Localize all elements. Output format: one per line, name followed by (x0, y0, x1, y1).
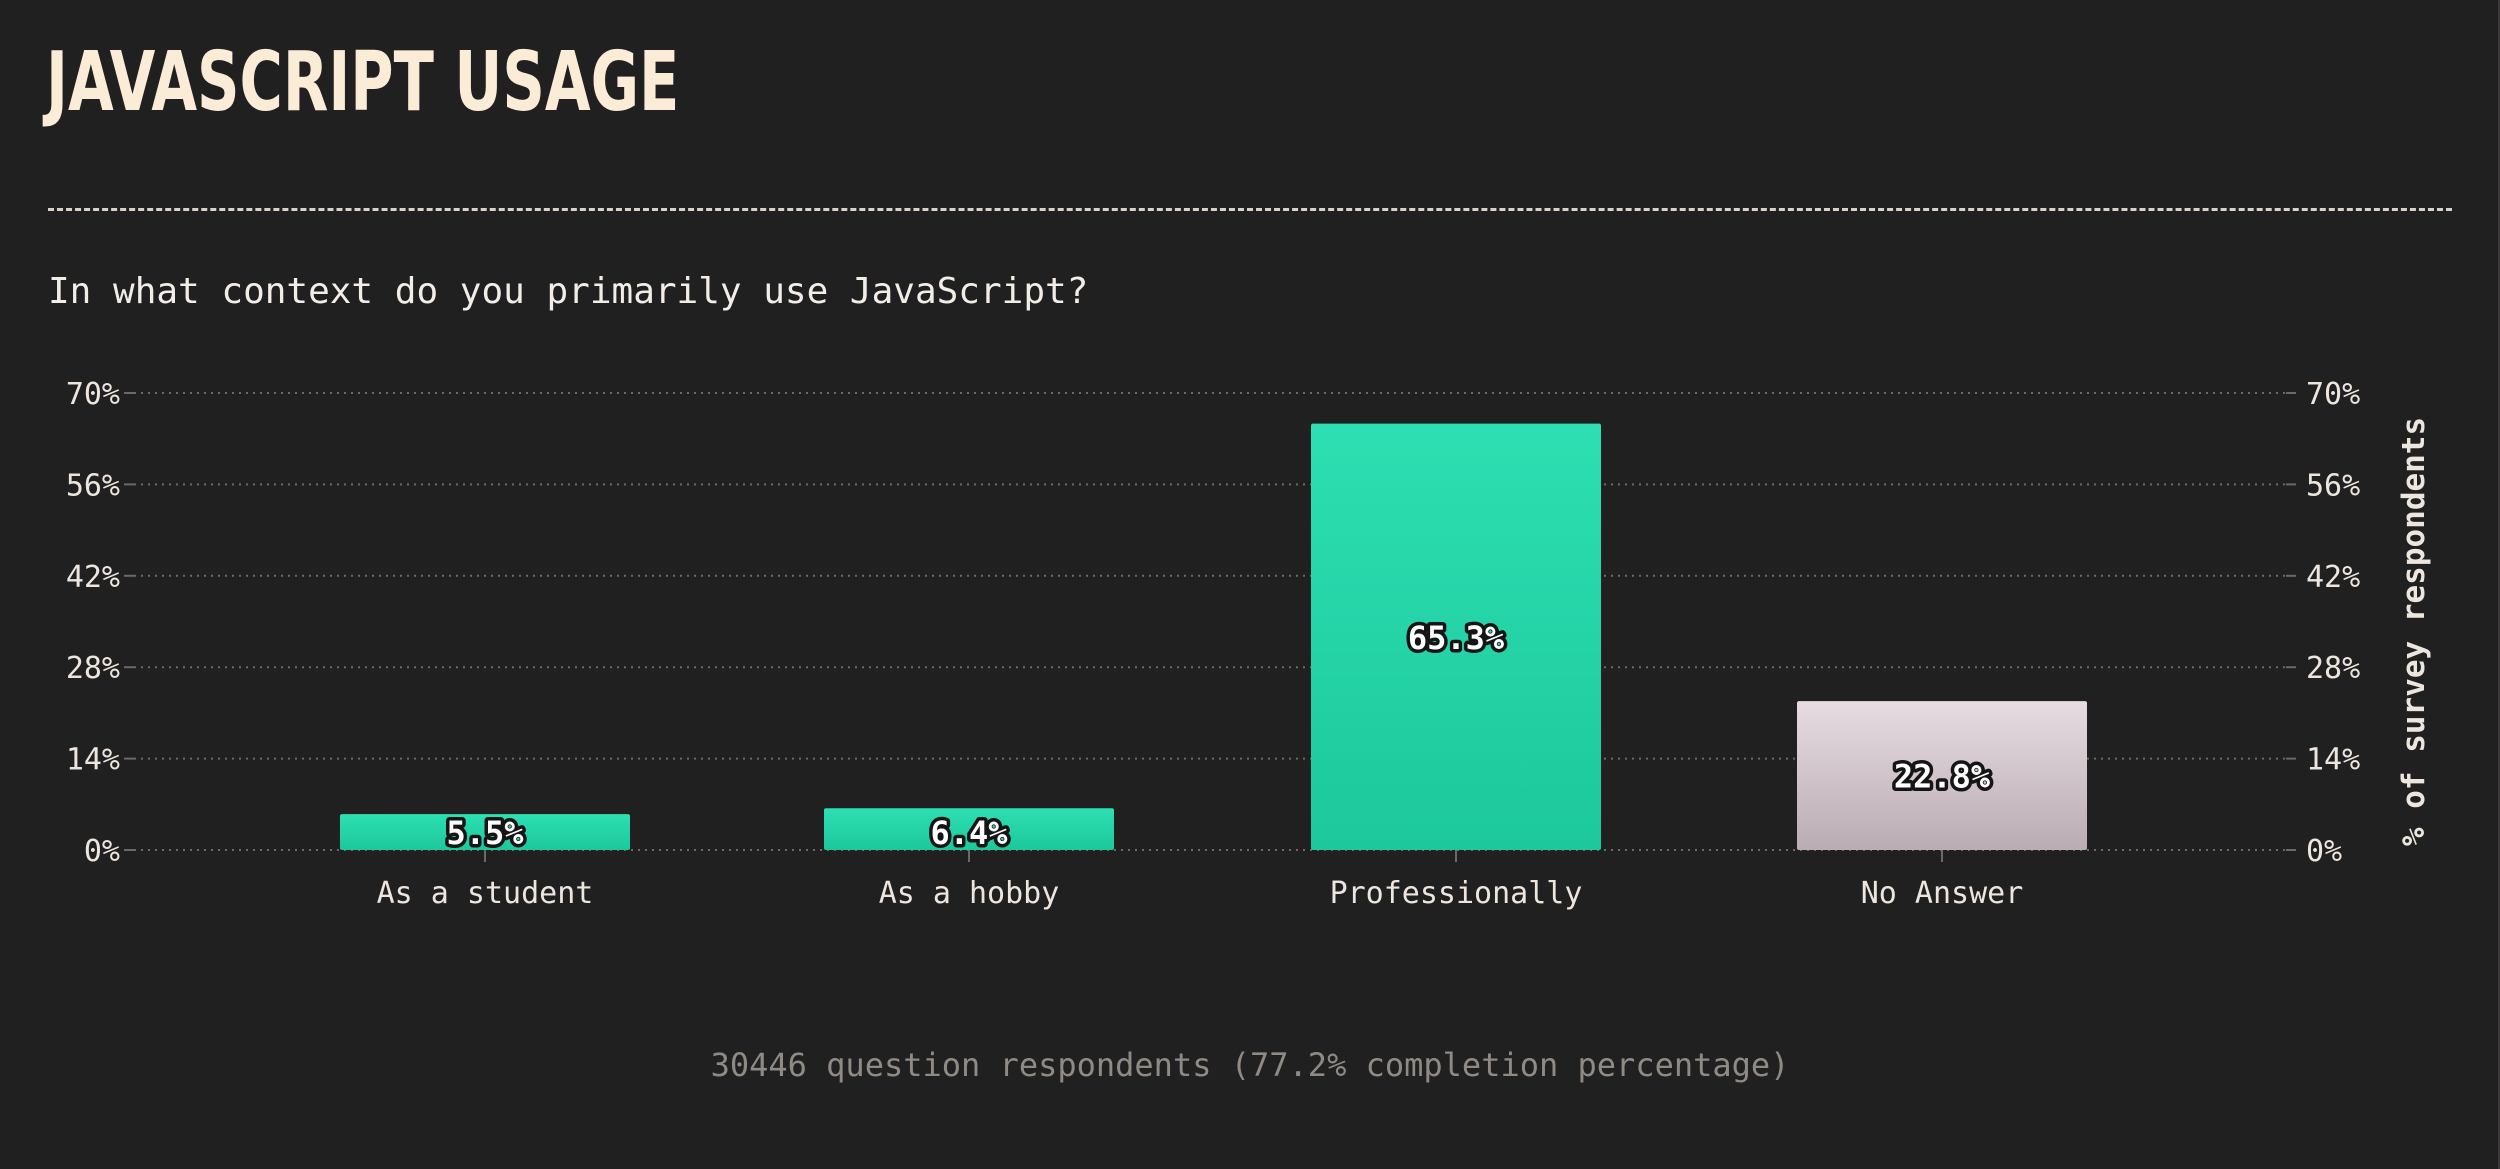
x-tick-label: As a hobby (879, 876, 1060, 911)
bar-as-a-student (340, 814, 630, 850)
bar-value-label: 5.5% (446, 814, 524, 852)
bar-value-label: 6.4% (930, 814, 1008, 852)
y-axis-left: 0% 14% 28% 42% 56% 70% (66, 377, 134, 869)
y-axis-right: 0% 14% 28% 42% 56% 70% (2286, 377, 2360, 869)
bar-no-answer (1797, 701, 2087, 850)
y-tick-label-left: 14% (66, 743, 120, 778)
x-axis: As a student As a hobby Professionally No A… (377, 850, 2024, 911)
y-tick-label-left: 70% (66, 377, 120, 412)
y-tick-label-right: 70% (2306, 377, 2360, 412)
x-tick-label: Professionally (1330, 876, 1583, 911)
y-tick-label-right: 28% (2306, 651, 2360, 686)
bar-as-a-hobby (824, 808, 1114, 850)
x-tick-label: No Answer (1861, 876, 2024, 911)
y-tick-label-left: 56% (66, 468, 120, 503)
question-text: In what context do you primarily use Jav… (48, 271, 1089, 312)
y-tick-label-right: 0% (2306, 834, 2342, 869)
respondents-note: 30446 question respondents (77.2% comple… (710, 1046, 1790, 1084)
y-tick-label-left: 0% (84, 834, 120, 869)
bar-value-label: 22.8% (1894, 758, 1991, 796)
title-divider (48, 208, 2452, 211)
x-tick-label: As a student (377, 876, 594, 911)
y-tick-label-right: 14% (2306, 743, 2360, 778)
y-tick-label-right: 56% (2306, 468, 2360, 503)
page-title: JAVASCRIPT USAGE (46, 35, 680, 130)
bars: 5.5% 6.4% 65.3% 22.8% (340, 423, 2087, 856)
bar-professionally (1311, 423, 1601, 850)
y-axis-title: % of survey respondents (2396, 417, 2432, 846)
y-tick-label-right: 42% (2306, 560, 2360, 595)
bar-value-label: 65.3% (1408, 619, 1505, 657)
y-tick-label-left: 42% (66, 560, 120, 595)
frame-edge (2498, 0, 2500, 1169)
y-tick-label-left: 28% (66, 651, 120, 686)
